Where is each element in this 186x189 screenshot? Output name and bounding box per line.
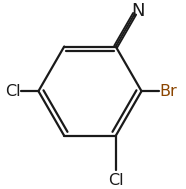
Text: Cl: Cl (108, 173, 124, 188)
Text: Br: Br (160, 84, 177, 99)
Text: N: N (132, 2, 145, 20)
Text: Cl: Cl (5, 84, 20, 99)
